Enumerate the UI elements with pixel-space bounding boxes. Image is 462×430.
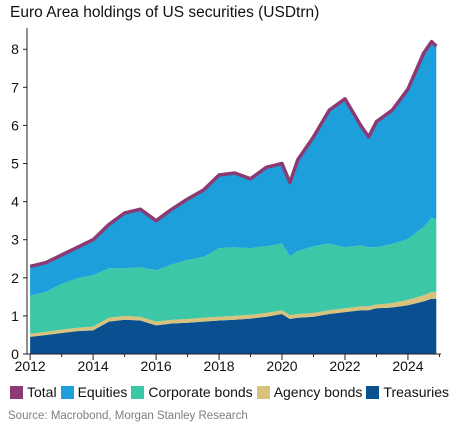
x-tick-label: 2014 [78, 358, 109, 374]
legend-swatch [131, 385, 145, 399]
y-tick-label: 1 [11, 308, 19, 324]
legend-label: Treasuries [383, 384, 450, 400]
y-tick-label: 7 [11, 79, 19, 95]
x-tick-label: 2016 [141, 358, 172, 374]
legend-swatch [10, 385, 23, 399]
area-equities [30, 41, 437, 296]
area-corporate-bonds [30, 217, 437, 334]
legend-item-corporate-bonds: Corporate bonds [131, 384, 253, 400]
y-tick-label: 0 [11, 346, 19, 362]
legend-item-total: Total [10, 384, 57, 400]
legend-label: Total [27, 384, 57, 400]
y-tick-label: 5 [11, 156, 19, 172]
legend: Total Equities Corporate bonds Agency bonds… [10, 384, 453, 400]
line-total [29, 39, 438, 269]
legend-label: Equities [77, 384, 128, 400]
legend-label: Corporate bonds [148, 384, 253, 400]
legend-item-agency-bonds: Agency bonds [256, 384, 363, 400]
x-tick-label: 2022 [329, 358, 360, 374]
legend-label: Agency bonds [273, 384, 363, 400]
x-tick-label: 2012 [15, 358, 46, 374]
x-tick-label: 2020 [266, 358, 297, 374]
legend-swatch [366, 385, 380, 399]
y-tick-label: 2 [11, 270, 19, 286]
legend-swatch [256, 385, 270, 399]
x-tick-label: 2018 [203, 358, 234, 374]
y-tick-label: 8 [11, 41, 19, 57]
legend-item-equities: Equities [60, 384, 128, 400]
legend-swatch [60, 385, 74, 399]
chart-title: Euro Area holdings of US securities (USD… [10, 4, 320, 21]
y-tick-label: 4 [11, 194, 19, 210]
area-treasuries [30, 298, 437, 354]
legend-item-treasuries: Treasuries [366, 384, 449, 400]
source-note: Source: Macrobond, Morgan Stanley Resear… [8, 410, 248, 422]
y-tick-label: 3 [11, 232, 19, 248]
x-tick-label: 2024 [392, 358, 423, 374]
y-tick-label: 6 [11, 117, 19, 133]
